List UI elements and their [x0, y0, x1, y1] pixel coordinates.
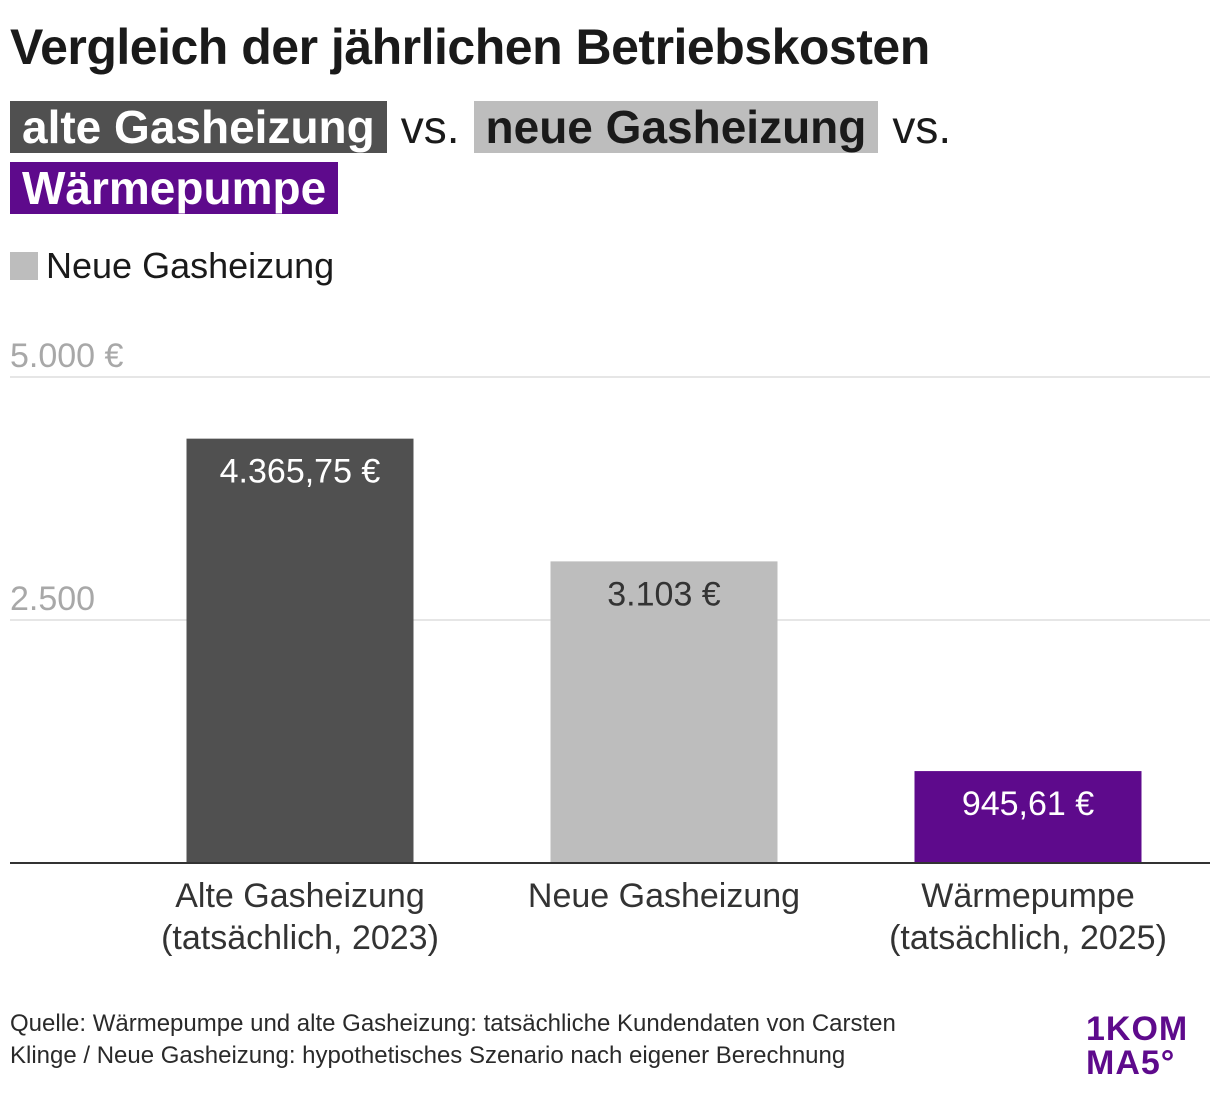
x-category-label-0-0: Alte Gasheizung — [175, 877, 425, 915]
logo-line-1: 1KOM — [1086, 1010, 1189, 1048]
x-category-label-2-0: Wärmepumpe — [921, 877, 1135, 915]
x-category-label-2-1: (tatsächlich, 2025) — [889, 919, 1167, 957]
source-line-1: Quelle: Wärmepumpe und alte Gasheizung: … — [10, 1010, 896, 1037]
x-category-label-1-0: Neue Gasheizung — [528, 877, 800, 915]
subtitle-new-gas-label: neue Gasheizung — [473, 101, 879, 153]
x-category-label-0-1: (tatsächlich, 2023) — [161, 919, 439, 957]
brand-logo: 1KOM MA5° — [1086, 1012, 1206, 1080]
bar-1 — [550, 561, 778, 863]
bar-value-label-2: 945,61 € — [962, 785, 1094, 823]
logo-line-2: MA5° — [1086, 1044, 1176, 1082]
subtitle-heat-pump-label: Wärmepumpe — [10, 162, 339, 214]
chart-subtitle: alte Gasheizung vs. neue Gasheizung vs. Wärm… — [10, 98, 1060, 220]
bar-0 — [186, 438, 414, 863]
subtitle-old-gas-label: alte Gasheizung — [10, 101, 387, 153]
subtitle-vs-2: vs. — [892, 101, 952, 153]
legend-swatch — [10, 252, 38, 280]
bar-value-label-1: 3.103 € — [607, 575, 721, 613]
y-tick-label-0: 2.500 — [10, 580, 95, 618]
chart-legend: Neue Gasheizung — [10, 244, 334, 288]
bar-chart: 2.500 5.000 € 4.365,75 € Alte Gasheizung (ta… — [10, 337, 1210, 957]
bar-value-label-0: 4.365,75 € — [220, 453, 381, 491]
subtitle-vs-1: vs. — [400, 101, 460, 153]
chart-title: Vergleich der jährlichen Betriebskosten — [10, 19, 930, 75]
y-tick-label-1: 5.000 € — [10, 337, 124, 375]
legend-label: Neue Gasheizung — [46, 245, 335, 286]
source-line-2: Klinge / Neue Gasheizung: hypothetisches… — [10, 1042, 846, 1069]
bar-2 — [914, 771, 1142, 863]
source-note: Quelle: Wärmepumpe und alte Gasheizung: … — [10, 1008, 1050, 1072]
